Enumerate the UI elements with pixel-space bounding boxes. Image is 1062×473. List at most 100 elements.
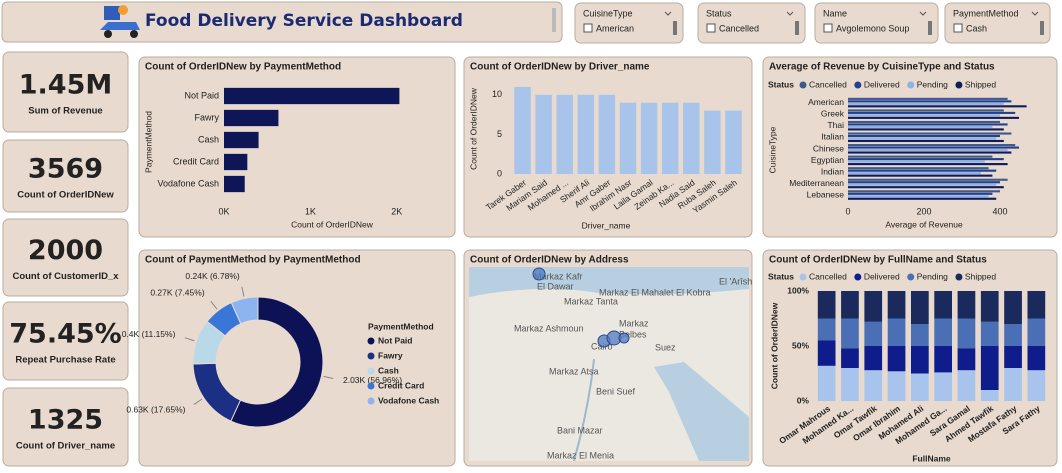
legend-marker xyxy=(367,337,375,345)
legend-marker xyxy=(854,273,862,281)
bar-segment xyxy=(887,371,906,401)
scrollbar xyxy=(795,21,799,35)
chart-title: Average of Revenue by CuisineType and St… xyxy=(769,62,995,73)
checkbox[interactable] xyxy=(706,23,716,33)
bar-segment xyxy=(841,348,859,368)
bar xyxy=(224,109,279,127)
y-tick-label: Lebanese xyxy=(807,189,845,199)
bar xyxy=(848,116,1019,119)
x-tick-label: 0 xyxy=(845,206,850,216)
header-panel xyxy=(1,1,563,43)
bar xyxy=(848,149,1008,152)
x-tick-label: 400 xyxy=(992,206,1007,216)
place-label: Markaz Tanta xyxy=(564,296,618,306)
chart-title: Count of OrderIDNew by FullName and Stat… xyxy=(769,255,987,266)
legend-label: Fawry xyxy=(378,350,403,360)
bar-segment xyxy=(1027,370,1046,401)
panel[interactable] xyxy=(944,2,1051,44)
bar-segment xyxy=(817,365,836,401)
slicer-option: Cash xyxy=(966,23,987,33)
chevron xyxy=(919,11,927,16)
scrollbar xyxy=(552,8,556,32)
y-tick-label: Credit Card xyxy=(173,156,219,166)
slicer-option: Cancelled xyxy=(719,23,759,33)
bar-segment xyxy=(864,370,883,401)
bar-segment xyxy=(817,340,836,366)
y-tick-label: Egyptian xyxy=(811,155,844,165)
y-tick-label: Cash xyxy=(198,134,219,144)
checkbox[interactable] xyxy=(953,23,963,33)
bar xyxy=(848,158,1004,161)
bar xyxy=(848,97,1008,100)
bar xyxy=(848,167,989,170)
card-label: Count of Driver_name xyxy=(16,441,115,452)
bar-segment xyxy=(841,368,859,401)
bar xyxy=(848,123,1008,126)
bar-segment xyxy=(841,318,859,349)
bar xyxy=(848,181,1000,184)
legend-marker xyxy=(907,273,915,281)
bar-segment xyxy=(957,348,976,371)
panel[interactable] xyxy=(814,2,939,44)
data-label: 0.63K (17.65%) xyxy=(126,404,185,414)
x-axis-label: Average of Revenue xyxy=(885,219,963,229)
chart-title: Count of OrderIDNew by Driver_name xyxy=(470,62,650,73)
legend-marker xyxy=(799,81,807,89)
card-label: Repeat Purchase Rate xyxy=(15,355,115,366)
checkbox[interactable] xyxy=(823,23,833,33)
place-label: Markaz Atsa xyxy=(549,366,599,376)
bar xyxy=(224,153,248,171)
y-tick-label: Italian xyxy=(821,132,844,142)
bar-segment xyxy=(864,346,883,371)
bar-segment xyxy=(817,291,836,319)
bar-segment xyxy=(864,321,883,346)
bar xyxy=(848,155,993,158)
bar-segment xyxy=(957,318,976,349)
donut-slice xyxy=(230,296,324,428)
bar-segment xyxy=(910,324,929,346)
y-tick-label: Fawry xyxy=(195,112,220,122)
leader-line xyxy=(193,398,203,405)
bar-segment xyxy=(910,291,929,324)
bar-segment xyxy=(980,291,999,322)
x-tick-label: 1K xyxy=(305,206,316,216)
bar-segment xyxy=(1004,346,1022,368)
bar xyxy=(848,146,1019,149)
bar xyxy=(661,102,679,174)
leader-line xyxy=(323,375,334,379)
legend-label: Pending xyxy=(917,271,948,281)
y-tick-label: Indian xyxy=(821,166,844,176)
legend-marker xyxy=(367,397,375,405)
bar xyxy=(848,125,993,129)
card-value: 3569 xyxy=(28,154,103,185)
bar xyxy=(848,111,1016,114)
leader-line xyxy=(184,337,195,342)
bar xyxy=(556,94,573,174)
y-axis-label: CuisineType xyxy=(767,126,777,173)
checkbox[interactable] xyxy=(583,23,593,33)
x-axis-label: Driver_name xyxy=(582,220,631,230)
y-tick-label: 50% xyxy=(792,340,809,350)
y-tick-label: 100% xyxy=(787,285,809,295)
panel[interactable] xyxy=(697,2,806,44)
bar-segment xyxy=(910,373,929,401)
place-label: Bani Mazar xyxy=(557,425,603,435)
legend-label: Cash xyxy=(378,365,399,375)
legend-marker xyxy=(854,81,862,89)
slicer-label: PaymentMethod xyxy=(953,8,1019,18)
map-bubble[interactable] xyxy=(532,267,546,281)
bar xyxy=(848,186,1004,189)
bar xyxy=(848,128,1004,131)
x-tick-label: 2K xyxy=(391,206,402,216)
map-bubble[interactable] xyxy=(618,332,630,344)
bar-segment xyxy=(1027,291,1046,319)
panel[interactable] xyxy=(574,2,684,44)
slicer-option: American xyxy=(596,23,634,33)
legend-label: Shipped xyxy=(965,79,996,89)
slicer-label: Status xyxy=(706,8,732,18)
bar xyxy=(535,94,552,174)
panel xyxy=(2,139,129,213)
donut-slice xyxy=(230,296,259,325)
bar xyxy=(224,87,400,105)
bar xyxy=(848,160,985,163)
